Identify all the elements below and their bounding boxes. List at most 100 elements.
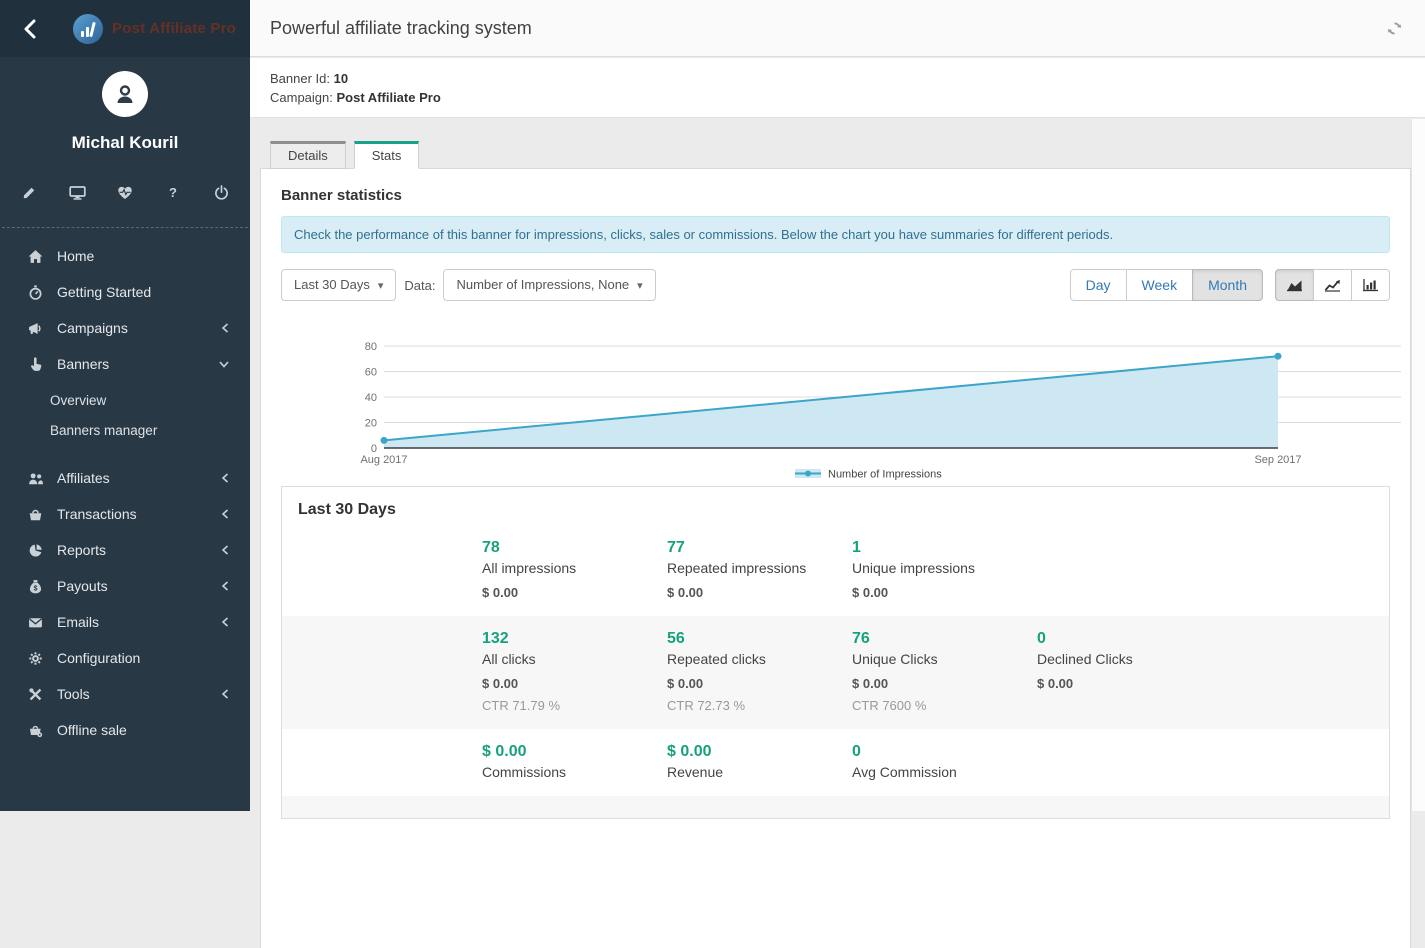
stat-repeated-clicks: 56 Repeated clicks $ 0.00 CTR 72.73 % — [667, 630, 852, 713]
sidebar-item-reports[interactable]: Reports — [0, 532, 250, 568]
chevron-left-icon — [220, 322, 230, 334]
banners-submenu: Overview Banners manager — [0, 386, 250, 446]
sidebar-item-overview[interactable]: Overview — [0, 386, 250, 416]
svg-text:20: 20 — [365, 418, 377, 430]
tools-icon — [28, 687, 43, 702]
sidebar-item-tools[interactable]: Tools — [0, 676, 250, 712]
stat-avg-commission: 0 Avg Commission — [852, 743, 1037, 780]
area-chart-icon — [1286, 278, 1303, 292]
banner-id-line: Banner Id: 10 — [270, 69, 1405, 88]
stat-declined-clicks: 0 Declined Clicks $ 0.00 — [1037, 630, 1222, 713]
refresh-icon — [1386, 20, 1403, 37]
caret-down-icon: ▾ — [637, 280, 643, 292]
sidebar-item-banners[interactable]: Banners — [0, 346, 250, 382]
cash-register-icon — [28, 723, 43, 738]
money-bag-icon: $ — [28, 579, 43, 594]
tab-details[interactable]: Details — [270, 141, 346, 169]
sidebar-divider — [2, 227, 248, 228]
sidebar-item-offline-sale[interactable]: Offline sale — [0, 712, 250, 748]
chevron-left-icon — [220, 688, 230, 700]
sidebar-item-home[interactable]: Home — [0, 238, 250, 274]
envelope-icon — [28, 615, 43, 630]
sidebar-item-emails[interactable]: Emails — [0, 604, 250, 640]
pencil-icon[interactable] — [20, 183, 38, 201]
campaign-value: Post Affiliate Pro — [337, 90, 441, 105]
sidebar-item-campaigns[interactable]: Campaigns — [0, 310, 250, 346]
home-icon — [28, 249, 43, 264]
range-dropdown[interactable]: Last 30 Days▾ — [281, 269, 396, 301]
sidebar-item-affiliates[interactable]: Affiliates — [0, 460, 250, 496]
display-icon[interactable] — [68, 183, 86, 201]
stat-unique-clicks: 76 Unique Clicks $ 0.00 CTR 7600 % — [852, 630, 1037, 713]
megaphone-icon — [28, 321, 43, 336]
sidebar-nav: Home Getting Started Campaigns Banners O… — [0, 238, 250, 748]
section-title: Banner statistics — [281, 187, 1390, 204]
logo-icon — [73, 14, 103, 44]
collapse-sidebar-button[interactable] — [14, 12, 45, 46]
stat-unique-impressions: 1 Unique impressions $ 0.00 — [852, 539, 1037, 600]
period-day-button[interactable]: Day — [1070, 269, 1127, 301]
sidebar-item-payouts[interactable]: $ Payouts — [0, 568, 250, 604]
period-week-button[interactable]: Week — [1126, 269, 1194, 301]
line-chart-icon — [1324, 278, 1341, 292]
hand-pointer-icon — [28, 357, 43, 372]
data-dropdown[interactable]: Number of Impressions, None▾ — [443, 269, 655, 301]
sidebar-item-configuration[interactable]: Configuration — [0, 640, 250, 676]
bar-chart-button[interactable] — [1351, 269, 1390, 301]
caret-down-icon: ▾ — [378, 280, 384, 292]
svg-text:40: 40 — [365, 392, 377, 404]
summary-title: Last 30 Days — [282, 487, 1389, 525]
summary-row-clicks: 132 All clicks $ 0.00 CTR 71.79 % 56 Rep… — [282, 616, 1389, 729]
content-area: Details Stats Banner statistics Check th… — [250, 119, 1425, 811]
stat-all-clicks: 132 All clicks $ 0.00 CTR 71.79 % — [482, 630, 667, 713]
chevron-left-icon — [220, 616, 230, 628]
user-name: Michal Kouril — [0, 133, 250, 153]
svg-text:80: 80 — [365, 341, 377, 353]
stat-repeated-impressions: 77 Repeated impressions $ 0.00 — [667, 539, 852, 600]
refresh-button[interactable] — [1386, 20, 1403, 37]
svg-text:$: $ — [34, 585, 38, 592]
sidebar-item-banners-manager[interactable]: Banners manager — [0, 416, 250, 446]
filter-row: Last 30 Days▾ Data: Number of Impression… — [281, 269, 1390, 302]
period-month-button[interactable]: Month — [1192, 269, 1263, 301]
scrollbar[interactable] — [1411, 119, 1425, 811]
area-chart-button[interactable] — [1275, 269, 1314, 301]
app-logo[interactable]: Post Affiliate Pro — [73, 14, 236, 44]
chevron-left-icon — [22, 19, 38, 39]
sidebar: Post Affiliate Pro Michal Kouril ? — [0, 0, 250, 811]
chevron-left-icon — [220, 544, 230, 556]
banner-id-value: 10 — [334, 71, 348, 86]
summary-next-row — [282, 796, 1389, 818]
sidebar-item-getting-started[interactable]: Getting Started — [0, 274, 250, 310]
chevron-down-icon — [218, 359, 230, 369]
power-icon[interactable] — [212, 183, 230, 201]
chart-type-group — [1275, 269, 1390, 301]
stat-commissions: $ 0.00 Commissions — [482, 743, 667, 780]
area-chart: 020406080Aug 2017Sep 2017Number of Impre… — [351, 334, 1411, 486]
chevron-left-icon — [220, 472, 230, 484]
quick-actions: ? — [0, 183, 250, 227]
stats-panel: Banner statistics Check the performance … — [260, 168, 1411, 948]
main-header: Powerful affiliate tracking system — [250, 0, 1425, 57]
banner-info: Banner Id: 10 Campaign: Post Affiliate P… — [250, 58, 1425, 118]
summary-row-impressions: 78 All impressions $ 0.00 77 Repeated im… — [282, 525, 1389, 616]
data-label: Data: — [404, 278, 435, 293]
chevron-left-icon — [220, 580, 230, 592]
sidebar-item-transactions[interactable]: Transactions — [0, 496, 250, 532]
info-box: Check the performance of this banner for… — [281, 216, 1390, 253]
stat-all-impressions: 78 All impressions $ 0.00 — [482, 539, 667, 600]
users-icon — [28, 471, 43, 486]
tab-bar: Details Stats — [270, 141, 419, 169]
page-title: Powerful affiliate tracking system — [250, 0, 1425, 56]
gear-icon — [28, 651, 43, 666]
summary-row-revenue: $ 0.00 Commissions $ 0.00 Revenue 0 Avg … — [282, 729, 1389, 796]
svg-text:Aug 2017: Aug 2017 — [360, 454, 407, 466]
heartbeat-icon[interactable] — [116, 183, 134, 201]
line-chart-button[interactable] — [1313, 269, 1352, 301]
stopwatch-icon — [28, 285, 43, 300]
logo-text: Post Affiliate Pro — [112, 20, 236, 37]
avatar[interactable] — [102, 71, 148, 117]
svg-text:Number of Impressions: Number of Impressions — [828, 469, 942, 481]
help-icon[interactable]: ? — [164, 183, 182, 201]
tab-stats[interactable]: Stats — [354, 141, 420, 169]
